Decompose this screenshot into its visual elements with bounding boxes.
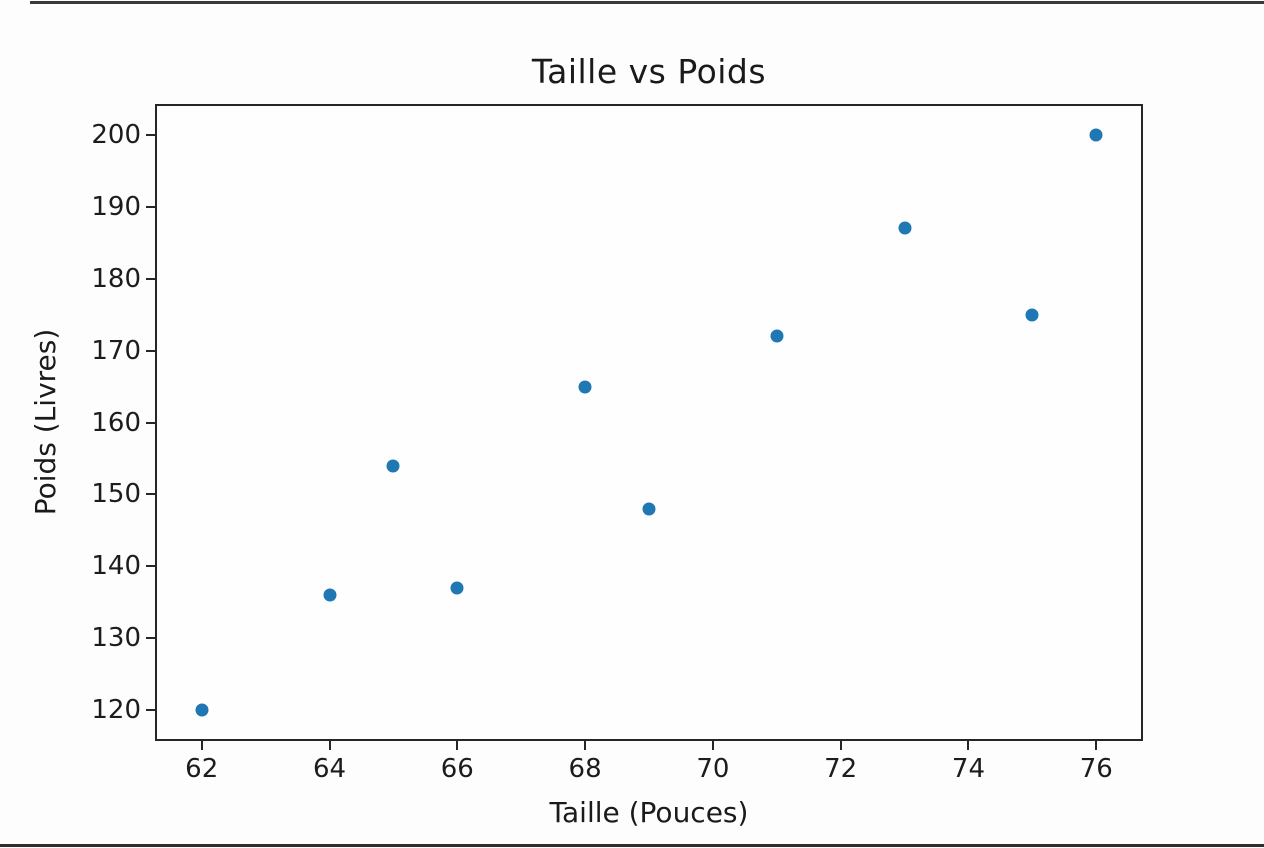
data-point [770, 329, 784, 343]
plot-area: 62 64 66 68 70 72 74 76 120 130 140 150 160 170 180 190… [91, 104, 1143, 784]
x-tick-mark [839, 741, 842, 750]
y-tick-mark [146, 709, 155, 712]
y-tick-mark [146, 637, 155, 640]
y-tick-label: 170 [91, 335, 141, 366]
y-tick-mark [146, 493, 155, 496]
x-tick-mark [584, 741, 587, 750]
data-point [1025, 308, 1039, 322]
data-point [1089, 128, 1103, 142]
data-point [195, 703, 209, 717]
x-tick-mark [456, 741, 459, 750]
x-tick-mark [967, 741, 970, 750]
bottom-edge-artifact-line [0, 844, 1264, 847]
x-tick-label: 66 [440, 754, 474, 784]
y-tick-label: 140 [91, 551, 141, 582]
data-point [323, 588, 337, 602]
x-tick-label: 64 [312, 754, 347, 784]
x-tick-mark [711, 741, 714, 750]
x-axis-label: Taille (Pouces) [549, 796, 749, 829]
y-tick-label: 160 [91, 407, 141, 438]
x-tick-label: 62 [185, 754, 219, 784]
y-tick-label: 180 [91, 263, 141, 294]
y-tick-label: 130 [91, 623, 141, 654]
data-point [642, 502, 656, 516]
y-tick-mark [146, 421, 155, 424]
y-tick-mark [146, 277, 155, 280]
data-point [386, 459, 400, 473]
y-tick-label: 200 [91, 119, 141, 150]
x-tick-label: 68 [568, 754, 602, 784]
y-tick-label: 150 [91, 479, 141, 510]
x-tick-label: 74 [951, 754, 986, 784]
y-tick-mark [146, 205, 155, 208]
x-tick-label: 70 [696, 754, 730, 784]
chart-title: Taille vs Poids [531, 52, 767, 91]
x-tick-mark [328, 741, 331, 750]
top-edge-artifact-line [30, 1, 1264, 4]
data-point [450, 581, 464, 595]
data-point [578, 380, 592, 394]
x-tick-mark [200, 741, 203, 750]
x-tick-mark [1095, 741, 1098, 750]
y-tick-mark [146, 565, 155, 568]
y-tick-label: 190 [91, 191, 141, 222]
y-tick-label: 120 [91, 695, 141, 726]
x-tick-label: 72 [824, 754, 858, 784]
x-tick-label: 76 [1079, 754, 1113, 784]
y-tick-mark [146, 349, 155, 352]
y-tick-mark [146, 133, 155, 136]
data-point [898, 221, 912, 235]
y-axis-label: Poids (Livres) [29, 328, 62, 516]
